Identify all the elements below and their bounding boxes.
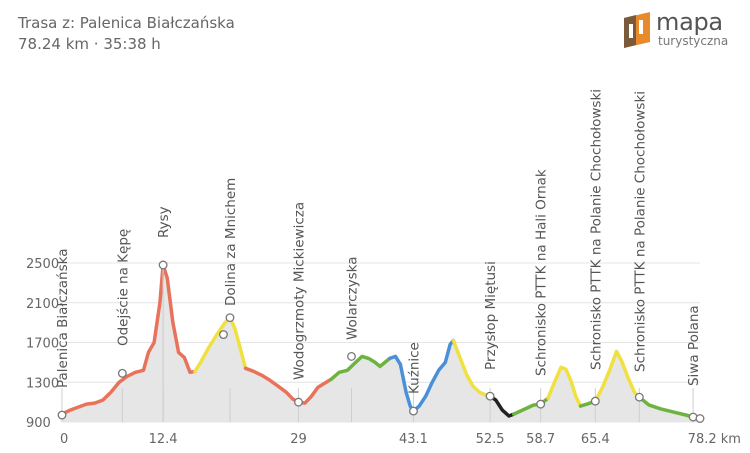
y-tick-label: 1700 xyxy=(26,337,59,352)
y-axis-ticks: 900 1300 1700 2100 2500 xyxy=(26,257,59,431)
waypoint-marker xyxy=(409,406,418,416)
y-tick-label: 1300 xyxy=(26,376,59,391)
logo-wordmark: mapa xyxy=(656,8,723,36)
elevation-segment xyxy=(546,365,583,408)
elevation-segment xyxy=(193,315,248,374)
waypoint-markers xyxy=(57,260,705,423)
waypoint-marker xyxy=(57,410,67,420)
x-tick-label: 43.1 xyxy=(399,432,428,447)
y-tick-label: 900 xyxy=(26,416,51,431)
x-tick-label: 29 xyxy=(290,432,307,447)
x-tick-label: 0 xyxy=(60,432,68,447)
waypoint-marker xyxy=(536,399,546,409)
waypoint-label: Wolarczyska xyxy=(344,257,360,340)
x-tick-label: 12.4 xyxy=(149,432,178,447)
waypoint-label: Schronisko PTTK na Hali Ornak xyxy=(534,169,550,376)
waypoint-marker xyxy=(485,391,495,401)
waypoint-marker xyxy=(294,397,303,407)
waypoint-marker xyxy=(158,260,168,270)
waypoint-marker xyxy=(225,313,235,323)
waypoint-marker xyxy=(219,330,228,339)
elevation-area xyxy=(62,265,700,422)
route-distance-time: 78.24 km · 35:38 h xyxy=(18,35,161,53)
waypoint-marker xyxy=(634,392,644,402)
elevation-segment xyxy=(593,349,642,403)
elevation-segment xyxy=(60,263,197,416)
elevation-segment xyxy=(388,338,456,413)
waypoint-label: Schronisko PTTK na Polanie Chochołowski xyxy=(632,91,648,372)
x-axis-ticks: 0 12.4 29 43.1 52.5 58.7 65.4 78.2 km xyxy=(60,432,741,447)
x-tick-label: 65.4 xyxy=(581,432,610,447)
waypoint-marker xyxy=(117,368,127,378)
logo-subtitle: turystyczna xyxy=(658,34,729,48)
waypoint-marker xyxy=(590,396,600,406)
waypoint-label: Siwa Polana xyxy=(686,305,702,386)
waypoint-label: Palenica Białczańska xyxy=(55,248,71,388)
waypoint-label: Kuźnice xyxy=(406,342,422,394)
waypoint-label: Odejście na Kępę xyxy=(115,229,131,346)
waypoint-labels: Palenica Białczańska Odejście na Kępę Rysy… xyxy=(55,89,702,394)
logo-mark-icon xyxy=(624,12,650,48)
mapa-turystyczna-logo[interactable]: mapa turystyczna xyxy=(620,8,742,50)
elevation-segment xyxy=(243,366,333,405)
waypoint-label: Dolina za Mnichem xyxy=(223,178,239,306)
waypoint-marker xyxy=(695,414,705,423)
waypoint-marker xyxy=(347,351,356,361)
y-tick-label: 2100 xyxy=(26,297,59,312)
x-tick-label: 58.7 xyxy=(526,432,555,447)
waypoint-label: Schronisko PTTK na Polanie Chochołowski xyxy=(588,89,604,370)
route-title: Trasa z: Palenica Białczańska xyxy=(18,14,235,32)
waypoint-label: Przysłop Miętusi xyxy=(483,261,499,370)
elevation-fill xyxy=(62,265,700,422)
y-tick-label: 2500 xyxy=(26,257,59,272)
waypoint-label: Wodogrzmoty Mickiewicza xyxy=(291,202,307,380)
x-tick-label: 78.2 km xyxy=(688,432,741,447)
waypoint-label: Rysy xyxy=(156,206,172,238)
elevation-segment xyxy=(488,394,516,418)
x-tick-label: 52.5 xyxy=(476,432,505,447)
elevation-segment xyxy=(329,354,392,382)
